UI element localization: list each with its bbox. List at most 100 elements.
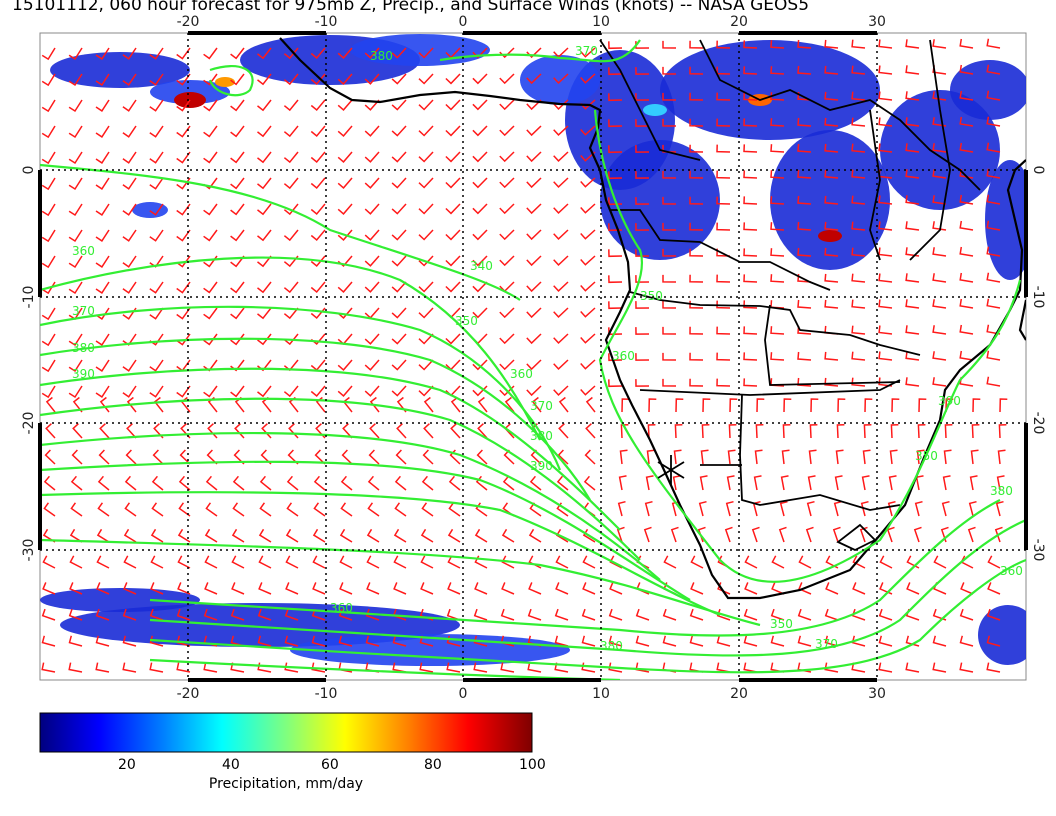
wind-barb xyxy=(743,144,758,153)
wind-barb xyxy=(618,475,627,491)
wind-barb xyxy=(472,177,488,189)
wind-barb xyxy=(914,500,923,517)
wind-barb xyxy=(959,142,974,153)
wind-barb xyxy=(887,500,896,517)
contour-label: 360 xyxy=(72,244,95,258)
wind-barb xyxy=(580,255,596,266)
wind-barb xyxy=(41,385,56,399)
wind-barb xyxy=(310,47,326,60)
wind-barb xyxy=(859,526,868,543)
wind-barb xyxy=(635,223,650,231)
wind-barb xyxy=(996,475,1005,491)
wind-barb xyxy=(743,326,758,335)
wind-barb xyxy=(716,118,731,127)
wind-barb xyxy=(580,307,596,318)
wind-barb xyxy=(203,333,218,346)
wind-barb xyxy=(797,247,812,257)
wind-barb xyxy=(68,359,83,373)
wind-barb xyxy=(149,307,164,320)
wind-barb xyxy=(391,385,407,397)
wind-barb xyxy=(674,423,683,439)
wind-barb xyxy=(905,325,920,335)
lat-label-left-2: -20 xyxy=(21,412,37,435)
wind-barb xyxy=(824,169,839,179)
wind-barb xyxy=(553,73,569,84)
wind-barb xyxy=(122,47,137,60)
wind-barb xyxy=(743,196,758,205)
wind-barb xyxy=(68,662,83,673)
colorbar-tick-100: 100 xyxy=(519,757,546,773)
wind-barb xyxy=(526,125,542,137)
wind-barb xyxy=(499,125,515,137)
wind-barb xyxy=(72,423,83,439)
wind-barb xyxy=(283,333,299,346)
wind-barb xyxy=(932,91,947,101)
wind-barb xyxy=(609,555,623,569)
wind-barb xyxy=(743,222,758,231)
wind-barb xyxy=(906,582,920,595)
wind-barb xyxy=(391,203,407,215)
wind-barb xyxy=(851,169,866,179)
wind-barb xyxy=(608,145,623,154)
wind-barb xyxy=(364,125,380,137)
wind-barb xyxy=(418,359,434,371)
wind-barb xyxy=(68,635,83,647)
wind-barb xyxy=(95,255,110,268)
wind-barb xyxy=(797,117,812,127)
station-marker xyxy=(657,455,685,485)
wind-barb xyxy=(851,117,866,127)
colorbar-title: Precipitation, mm/day xyxy=(208,776,364,792)
wind-barb xyxy=(149,47,164,60)
wind-barb xyxy=(230,125,245,138)
wind-barb xyxy=(499,255,515,267)
wind-barb xyxy=(770,196,785,205)
wind-barb xyxy=(878,299,893,309)
wind-barb xyxy=(860,500,869,517)
wind-barb xyxy=(421,502,434,517)
wind-barb xyxy=(149,151,164,164)
wind-barb xyxy=(310,151,326,164)
wind-barb xyxy=(716,196,731,205)
wind-barb xyxy=(310,73,326,86)
wind-barb xyxy=(230,229,245,242)
wind-barb xyxy=(499,359,515,371)
wind-barb xyxy=(608,275,623,284)
wind-barb xyxy=(580,281,596,292)
wind-barb xyxy=(526,177,542,189)
wind-barb xyxy=(364,99,380,111)
wind-barb xyxy=(339,528,353,543)
wind-barb xyxy=(635,608,650,621)
wind-barb xyxy=(797,195,812,205)
wind-barb xyxy=(798,555,812,569)
wind-barb xyxy=(499,99,515,111)
wind-barb xyxy=(95,359,110,372)
wind-barb xyxy=(851,143,866,153)
lon-label-bottom-4: 20 xyxy=(730,686,748,702)
wind-barb xyxy=(283,385,299,398)
wind-barb xyxy=(932,221,947,231)
wind-barb xyxy=(852,555,866,569)
wind-barb xyxy=(230,255,245,268)
wind-barb xyxy=(797,221,812,231)
wind-barb xyxy=(635,145,650,153)
wind-barb xyxy=(558,396,569,413)
wind-barb xyxy=(423,423,434,439)
wind-barb xyxy=(203,203,218,216)
wind-barb xyxy=(987,555,1001,569)
wind-barb xyxy=(824,221,839,231)
wind-barb xyxy=(810,398,819,413)
wind-barb xyxy=(645,475,654,491)
wind-barb xyxy=(526,203,542,215)
wind-barb xyxy=(445,333,461,345)
wind-barb xyxy=(743,118,758,127)
contour-label: 380 xyxy=(72,341,95,355)
wind-barb xyxy=(861,475,870,491)
wind-barb xyxy=(149,99,164,112)
wind-barb xyxy=(672,475,681,491)
wind-barb xyxy=(770,118,785,127)
wind-barb xyxy=(851,221,866,231)
precip-area-10 xyxy=(520,55,600,105)
wind-barb xyxy=(689,170,704,179)
lat-label-left-1: -10 xyxy=(21,286,37,309)
wind-barb xyxy=(824,247,839,257)
